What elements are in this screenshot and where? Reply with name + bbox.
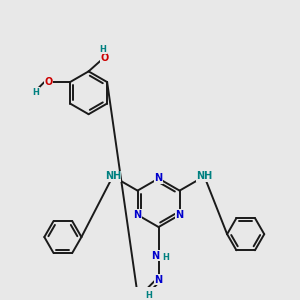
Text: H: H (162, 254, 169, 262)
Text: N: N (154, 173, 163, 184)
Text: NH: NH (105, 171, 121, 181)
Text: N: N (154, 275, 163, 285)
Text: O: O (44, 77, 53, 87)
Text: H: H (99, 45, 106, 54)
Text: O: O (100, 53, 108, 63)
Text: N: N (134, 210, 142, 220)
Text: NH: NH (196, 171, 212, 181)
Text: H: H (32, 88, 39, 97)
Text: N: N (151, 250, 159, 261)
Text: N: N (176, 210, 184, 220)
Text: H: H (145, 291, 152, 300)
